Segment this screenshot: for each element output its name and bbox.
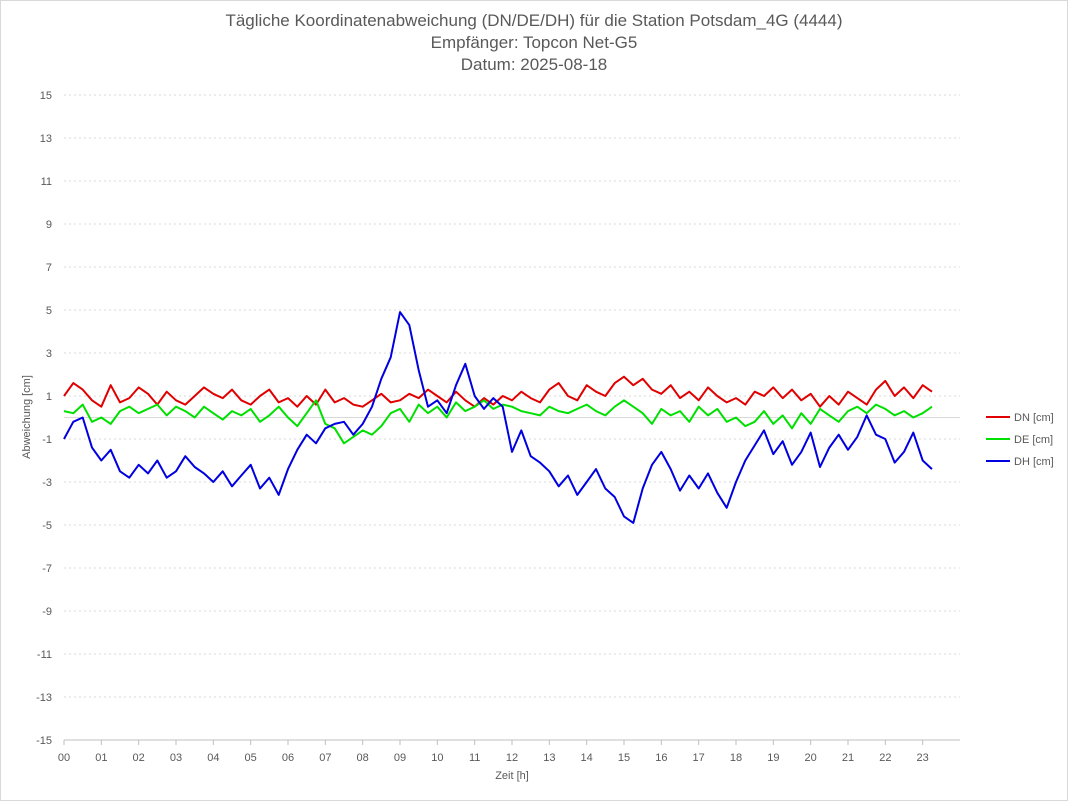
- x-tick-label: 18: [730, 752, 742, 764]
- y-tick-label: -5: [42, 520, 52, 532]
- y-tick-label: 1: [46, 391, 52, 403]
- y-tick-label: 11: [41, 176, 52, 188]
- y-tick-label: 5: [46, 305, 52, 317]
- x-tick-label: 07: [319, 752, 331, 764]
- legend: DN [cm] DE [cm] DH [cm]: [986, 412, 1054, 468]
- x-axis-label: Zeit [h]: [495, 770, 529, 782]
- x-tick-label: 23: [917, 752, 929, 764]
- x-tick-label: 12: [506, 752, 518, 764]
- y-tick-label: 3: [46, 348, 52, 360]
- chart-subtitle-date: Datum: 2025-08-18: [460, 55, 608, 74]
- x-tick-label: 01: [95, 752, 107, 764]
- x-tick-label: 04: [207, 752, 219, 764]
- legend-label: DH [cm]: [1014, 456, 1054, 468]
- y-axis-label: Abweichung [cm]: [21, 375, 33, 459]
- y-tick-label: 7: [46, 262, 52, 274]
- y-tick-label: -13: [36, 692, 52, 704]
- x-tick-labels: 00 01 02 03 04 05 06 07 08 09 10 11 12 13 14 15 16 17 18 19…: [58, 740, 929, 764]
- x-tick-label: 03: [170, 752, 182, 764]
- chart-title-block: Tägliche Koordinatenabweichung (DN/DE/DH…: [0, 10, 1068, 76]
- series-line-de: [63, 399, 933, 445]
- x-tick-label: 09: [394, 752, 406, 764]
- y-tick-label: -11: [37, 649, 52, 661]
- x-tick-label: 16: [655, 752, 667, 764]
- x-tick-label: 11: [469, 752, 480, 764]
- y-tick-labels: 15 13 11 9 7 5 3 1 -1 -3 -5 -7 -9 -11 -13 -15: [36, 90, 52, 747]
- y-tick-label: 13: [40, 133, 52, 145]
- x-tick-label: 02: [133, 752, 145, 764]
- y-tick-label: -15: [36, 735, 52, 747]
- x-tick-label: 00: [58, 752, 70, 764]
- series-line-dn: [63, 375, 933, 408]
- x-tick-label: 05: [245, 752, 257, 764]
- y-tick-label: -1: [42, 434, 52, 446]
- y-tick-label: 15: [40, 90, 52, 102]
- legend-label: DN [cm]: [1014, 412, 1054, 424]
- chart-title: Tägliche Koordinatenabweichung (DN/DE/DH…: [225, 11, 843, 30]
- x-tick-label: 21: [842, 752, 854, 764]
- y-tick-label: -9: [42, 606, 52, 618]
- gridlines: [64, 94, 960, 741]
- legend-label: DE [cm]: [1014, 434, 1053, 446]
- chart-subtitle-receiver: Empfänger: Topcon Net-G5: [430, 33, 638, 52]
- x-tick-label: 10: [431, 752, 443, 764]
- series-line-dh: [63, 311, 933, 524]
- x-tick-label: 20: [805, 752, 817, 764]
- x-tick-label: 08: [357, 752, 369, 764]
- x-tick-label: 22: [879, 752, 891, 764]
- x-tick-label: 13: [543, 752, 555, 764]
- y-tick-label: 9: [46, 219, 52, 231]
- x-tick-label: 06: [282, 752, 294, 764]
- x-tick-label: 17: [693, 752, 705, 764]
- series-lines: [63, 311, 933, 524]
- x-tick-label: 14: [581, 752, 593, 764]
- x-tick-label: 15: [618, 752, 630, 764]
- y-tick-label: -3: [42, 477, 52, 489]
- y-tick-label: -7: [42, 563, 52, 575]
- x-tick-label: 19: [767, 752, 779, 764]
